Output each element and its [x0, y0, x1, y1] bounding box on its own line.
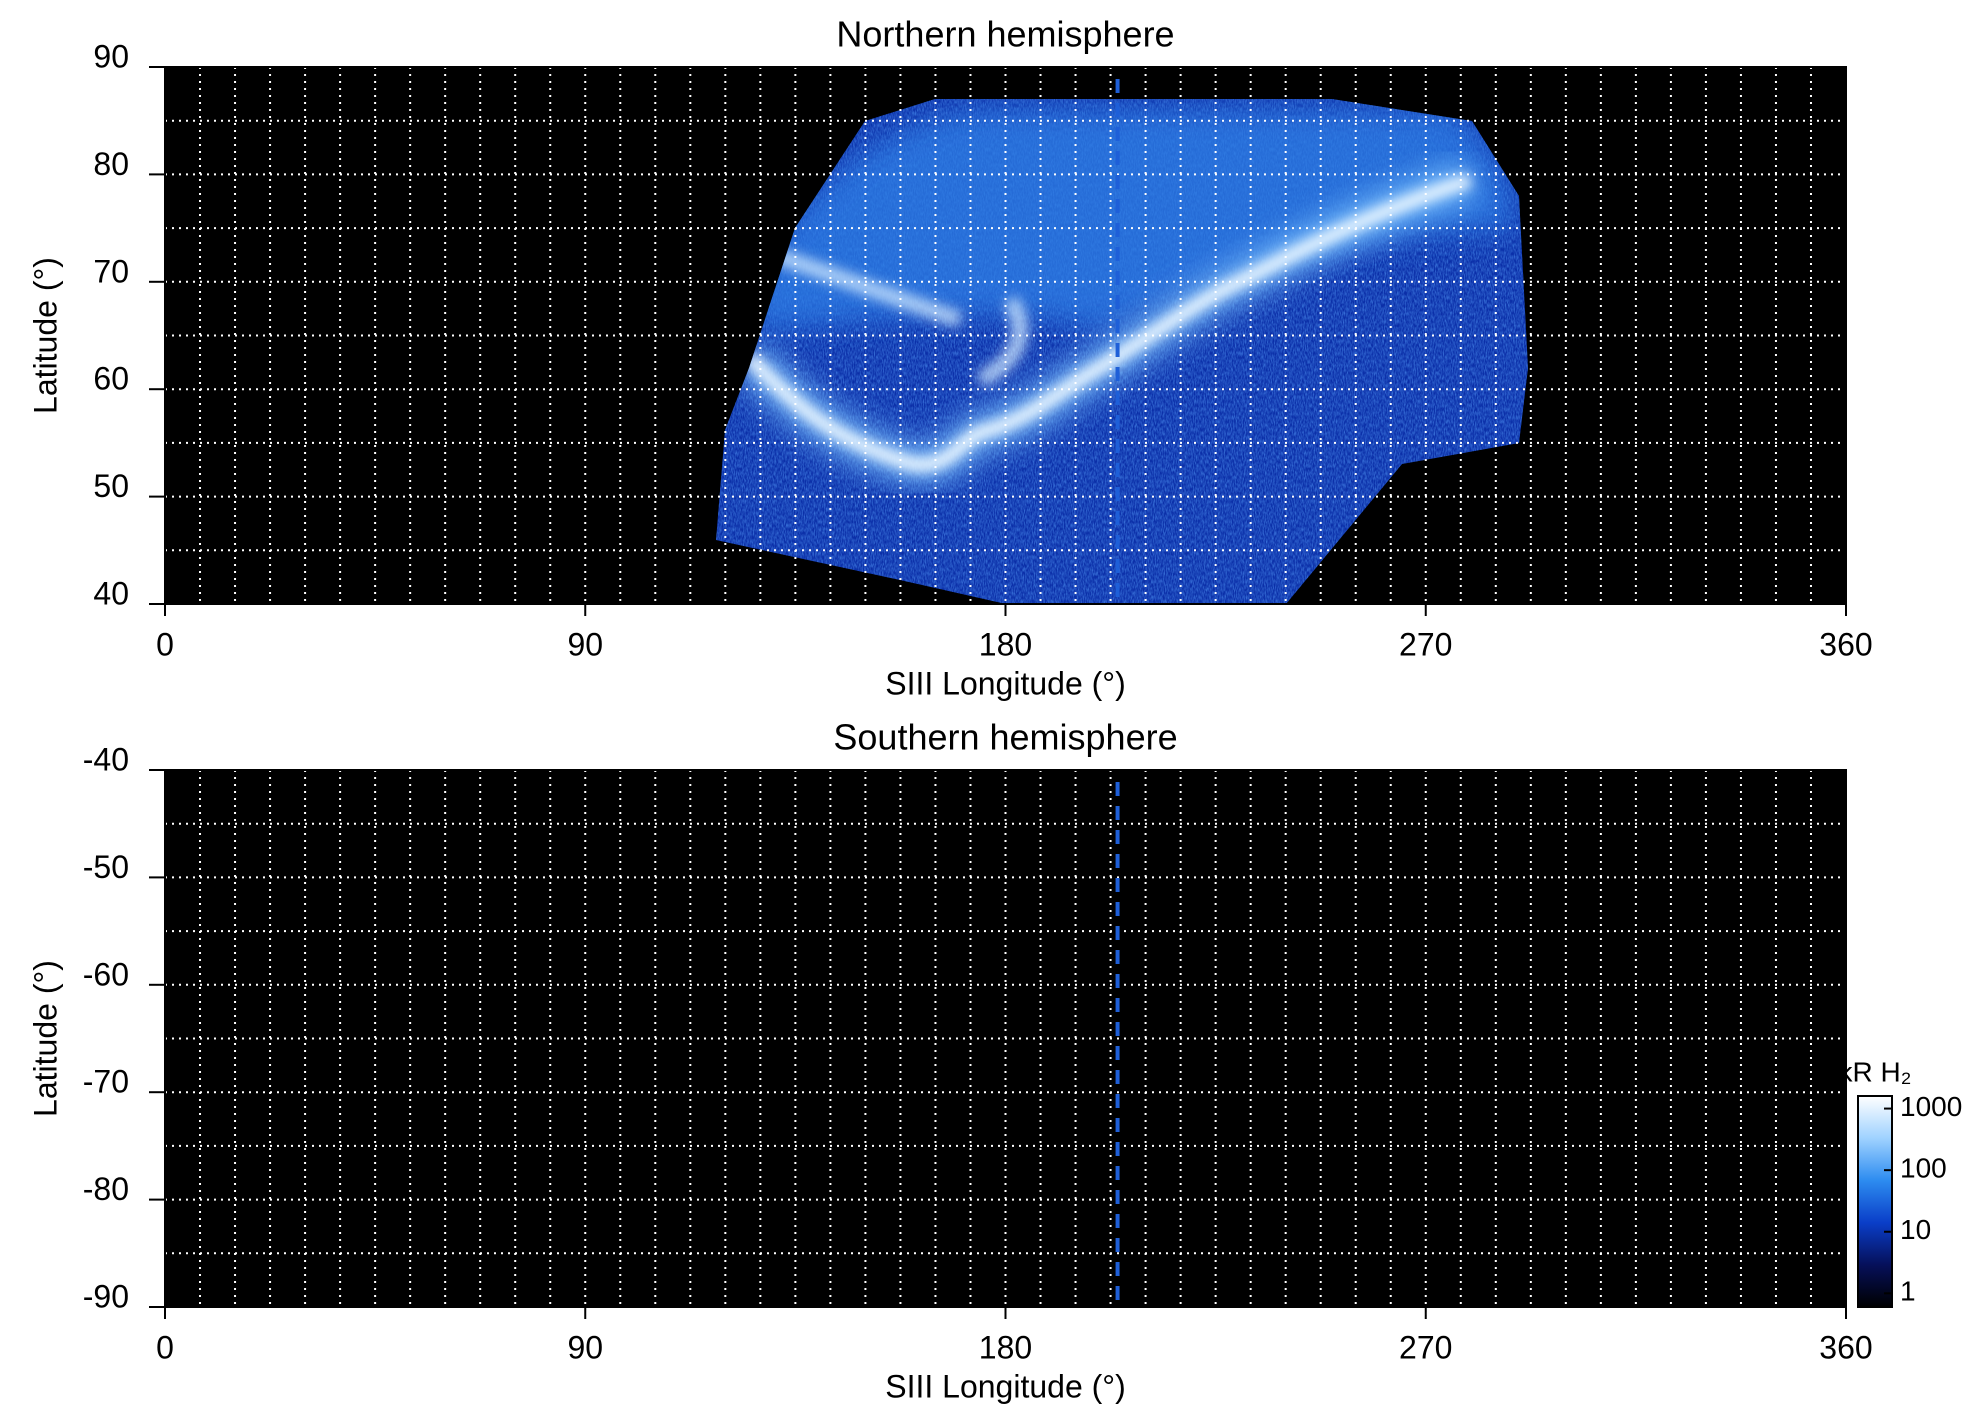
colorbar-tick-label: 1000	[1900, 1091, 1962, 1122]
x-tick-label: 90	[567, 626, 603, 662]
y-tick-label: -50	[83, 849, 129, 885]
y-tick-label: 50	[93, 468, 129, 504]
y-tick-label: -90	[83, 1278, 129, 1314]
y-tick-label: 80	[93, 146, 129, 182]
colorbar-tick-label: 1	[1900, 1276, 1916, 1307]
y-axis-title: Latitude (°)	[27, 960, 63, 1117]
y-tick-label: -80	[83, 1171, 129, 1207]
auroral-emission	[716, 99, 1528, 604]
chart-title: Northern hemisphere	[836, 14, 1174, 55]
x-tick-label: 360	[1819, 626, 1872, 662]
x-tick-label: 270	[1399, 1329, 1452, 1365]
colorbar-title: kR H₂	[1838, 1056, 1911, 1087]
x-tick-label: 0	[156, 626, 174, 662]
y-tick-label: 70	[93, 253, 129, 289]
colorbar	[1857, 1095, 1893, 1308]
x-tick-label: 180	[979, 1329, 1032, 1365]
y-tick-label: 90	[93, 38, 129, 74]
x-tick-label: 270	[1399, 626, 1452, 662]
x-tick-label: 360	[1819, 1329, 1872, 1365]
y-tick-label: -70	[83, 1064, 129, 1100]
x-tick-label: 90	[567, 1329, 603, 1365]
colorbar-tick-label: 10	[1900, 1214, 1931, 1245]
x-axis-title: SIII Longitude (°)	[885, 665, 1125, 701]
colorbar-tick-label: 100	[1900, 1153, 1947, 1184]
y-tick-label: 60	[93, 361, 129, 397]
x-axis-title: SIII Longitude (°)	[885, 1368, 1125, 1404]
y-tick-label: -60	[83, 956, 129, 992]
chart-title: Southern hemisphere	[833, 717, 1177, 758]
y-axis-title: Latitude (°)	[27, 257, 63, 414]
x-tick-label: 180	[979, 626, 1032, 662]
x-tick-label: 0	[156, 1329, 174, 1365]
y-tick-label: 40	[93, 575, 129, 611]
y-tick-label: -40	[83, 741, 129, 777]
